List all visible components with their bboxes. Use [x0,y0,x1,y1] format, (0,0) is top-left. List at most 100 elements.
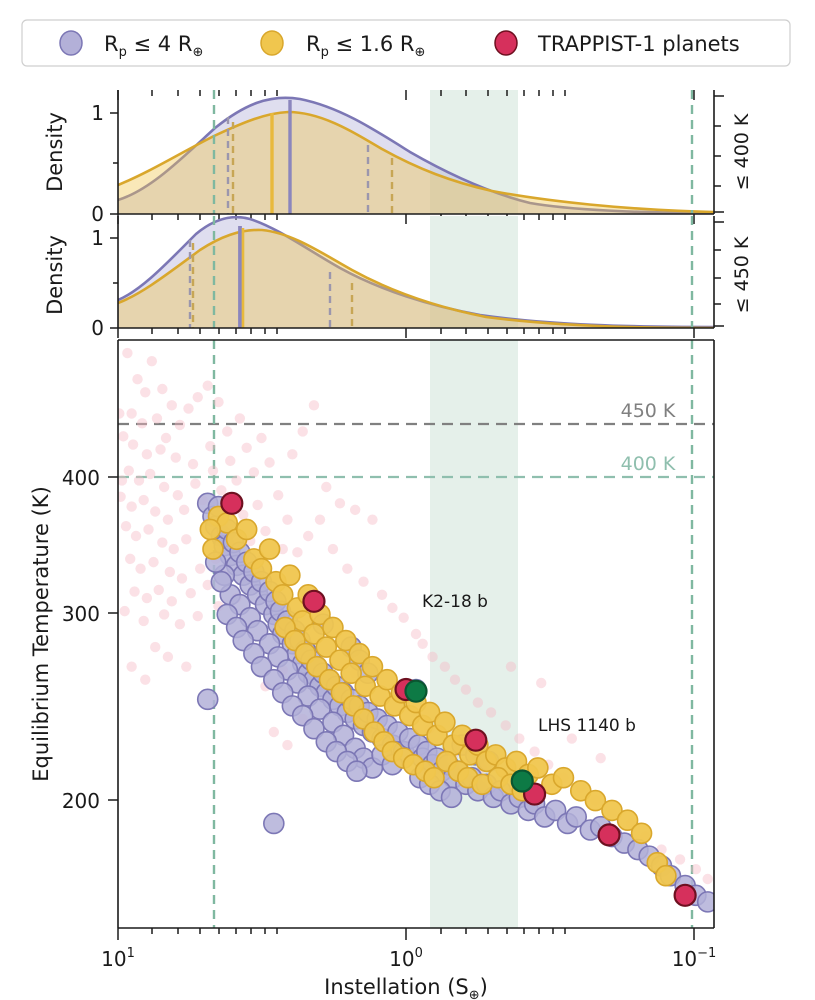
scatter-point [157,537,168,548]
scatter-point [510,769,534,793]
scatter-point [440,786,463,809]
ylabel-density-400k: Density [43,112,67,192]
scatter-point [345,760,368,783]
scatter-point [514,733,525,744]
density-fill-rp16-400k [118,112,714,214]
scatter-point [527,757,549,779]
scatter-points-trappist [220,491,697,907]
scatter-point [119,605,130,617]
scatter-point [155,444,166,455]
scatter-point [231,475,242,486]
legend-label-trappist: TRAPPIST-1 planets [537,32,740,56]
scatter-point [183,403,194,414]
scatter-point [234,413,246,424]
ytick-label-300: 300 [62,602,100,626]
scatter-point [529,746,540,757]
scatter-point [354,675,377,698]
spines-400k [117,90,715,215]
scatter-point [322,616,344,639]
scatter-point [130,530,142,542]
scatter-point [222,426,233,437]
scatter-point [187,458,199,470]
legend-box [21,19,791,67]
scatter-point [616,809,639,832]
scatter-point [306,655,328,678]
scatter-point [330,681,353,704]
scatter-point [263,812,285,835]
xticks-top-400k [117,90,695,100]
scatter-point [303,623,325,645]
legend-label-rp16: Rp ≤ 1.6 R⊕ [306,32,425,60]
scatter-point [192,610,203,622]
scatter-point [192,391,203,403]
scatter-point [150,506,161,517]
scatter-point [148,556,159,568]
xtick-label-10e-1: 10−1 [672,946,717,971]
scatter-point [361,655,384,678]
scatter-point [449,674,461,685]
scatter-point [202,380,213,391]
scatter-point [292,547,303,558]
scatter-point [153,584,164,596]
scatter-point [404,679,428,703]
scatter-point [118,408,125,419]
xticks-450k [117,328,695,338]
legend-marker-rp16-icon [260,30,284,56]
scatter-point [202,579,213,591]
legend-marker-rp4-icon [59,30,83,56]
scatter-point [225,455,236,467]
spines-main [117,339,715,929]
density-line-rp4-400k [118,96,714,214]
scatter-point [133,475,145,486]
scatter-point [196,688,219,711]
legend: Rp ≤ 4 R⊕ Rp ≤ 1.6 R⊕ TRAPPIST-1 planets [21,19,791,67]
main-scatter-panel: 450 K 400 K K2-18 b LHS 1140 b 200 300 4… [29,339,717,1000]
scatter-point [202,538,224,560]
scatter-point [248,467,260,478]
annotation-lhs-1140b: LHS 1140 b [538,716,636,736]
scatter-point [238,509,249,520]
scatter-point [287,449,298,460]
scatter-point [314,514,326,525]
scatter-point [174,619,186,630]
scatter-point [367,514,378,525]
scatter-point [702,873,713,885]
scatter-point [126,501,137,512]
scatter-point [250,557,273,580]
scatter-point [565,806,588,828]
scatter-point [162,651,174,663]
scatter-point [439,661,451,672]
scatter-point [150,641,161,653]
label-400k-line: 400 K [621,453,676,475]
scatter-point [213,396,224,408]
scatter-point [427,651,438,663]
scatter-point [168,543,179,555]
scatter-point [273,489,284,501]
ylabel-main: Equilibrium Temperature (K) [29,486,53,782]
scatter-point [696,891,714,913]
scatter-point [472,697,484,708]
scatter-point [158,481,170,493]
scatter-point [162,514,174,525]
right-ticks-400k [714,95,724,213]
xtick-label-10e1: 101 [101,946,135,971]
scatter-point [129,586,140,597]
scatter-point [279,564,301,587]
scatter-point [315,636,338,658]
xlabel-main: Instellation (S⊕) [324,975,488,1000]
scatter-point [655,864,677,887]
scatter-point [172,489,183,501]
scatter-point [282,514,293,525]
scatter-point [485,707,497,718]
scatter-point [418,701,441,724]
scatter-point [216,485,227,496]
scatter-point [210,570,233,593]
scatter-point [376,668,398,691]
scatter-point [140,387,151,398]
scatter-point [170,452,181,463]
ytick-label-0-450k: 0 [91,316,104,340]
habitable-zone-band [430,340,518,928]
scatter-point [166,596,177,607]
ytick-label-200: 200 [62,789,100,813]
